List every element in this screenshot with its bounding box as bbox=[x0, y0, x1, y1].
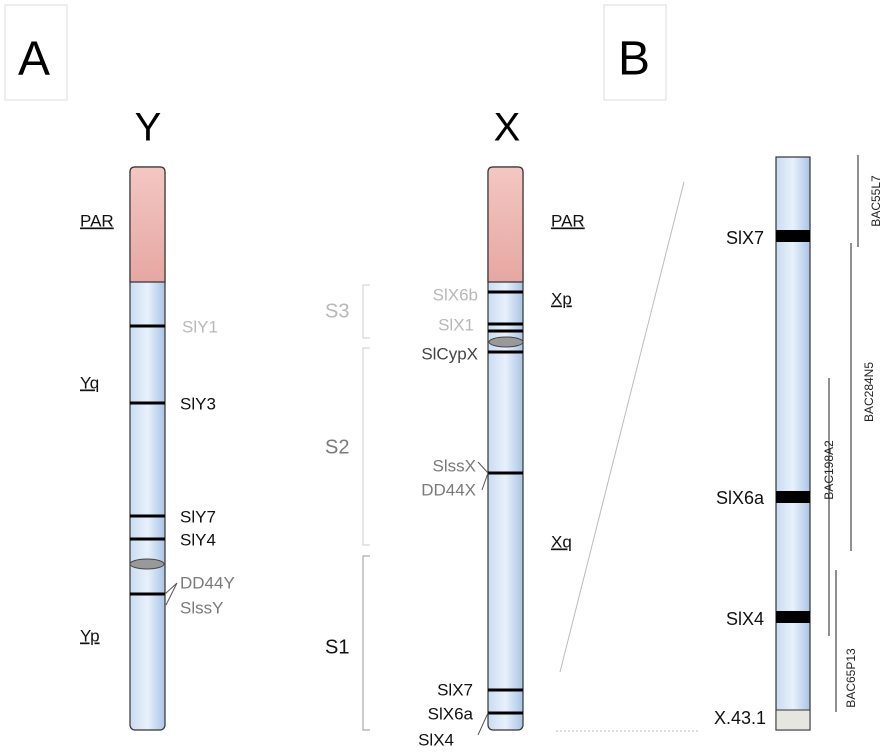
zoom-line bbox=[559, 181, 685, 673]
gene-label: SlY1 bbox=[182, 317, 218, 336]
zoom-chromosome bbox=[775, 156, 811, 731]
region-label: PAR bbox=[80, 211, 114, 230]
gene-label: SlX1 bbox=[438, 315, 474, 334]
panel-label: A bbox=[18, 33, 50, 86]
region-label: Yp bbox=[80, 626, 100, 645]
gene-label: SlX4 bbox=[418, 730, 454, 749]
region-label: Xp bbox=[551, 289, 572, 308]
gene-label: SlssY bbox=[180, 598, 223, 617]
gene-label: DD44Y bbox=[180, 573, 235, 592]
region-label: PAR bbox=[551, 211, 585, 230]
gene-label: SlY3 bbox=[180, 394, 216, 413]
bac-label: BAC284N5 bbox=[862, 362, 876, 422]
y-chromosome bbox=[129, 166, 178, 731]
gene-label: SlssX bbox=[433, 456, 476, 475]
bac-label: BAC198A2 bbox=[822, 440, 836, 500]
panel-box bbox=[603, 4, 667, 101]
gene-label: SlY7 bbox=[180, 507, 216, 526]
panel-b: B bbox=[603, 4, 667, 101]
gene-label: SlX4 bbox=[726, 609, 764, 629]
gene-label: X.43.1 bbox=[714, 708, 766, 728]
gene-label: SlY4 bbox=[180, 530, 216, 549]
gene-label: DD44X bbox=[421, 480, 476, 499]
x-chromosome bbox=[362, 166, 524, 736]
stratum-label: S3 bbox=[325, 300, 349, 322]
chromosome-label: X bbox=[494, 106, 521, 150]
region-label: Yq bbox=[80, 373, 99, 392]
stratum-label: S2 bbox=[325, 436, 349, 458]
bac-label: BAC65P13 bbox=[844, 648, 858, 708]
gene-label: SlCypX bbox=[421, 344, 478, 363]
stratum-label: S1 bbox=[325, 636, 349, 658]
gene-label: SlX6a bbox=[716, 488, 765, 508]
gene-label: SlX7 bbox=[437, 680, 473, 699]
gene-label: SlX6b bbox=[433, 285, 478, 304]
region-label: Xq bbox=[551, 532, 572, 551]
panel-label: B bbox=[618, 33, 650, 86]
chromosome-label: Y bbox=[135, 106, 162, 150]
panel-box bbox=[4, 4, 68, 101]
panel-a: A bbox=[4, 4, 68, 101]
gene-label: SlX7 bbox=[726, 228, 764, 248]
bac-label: BAC55L7 bbox=[869, 175, 883, 227]
gene-label: SlX6a bbox=[428, 704, 474, 723]
